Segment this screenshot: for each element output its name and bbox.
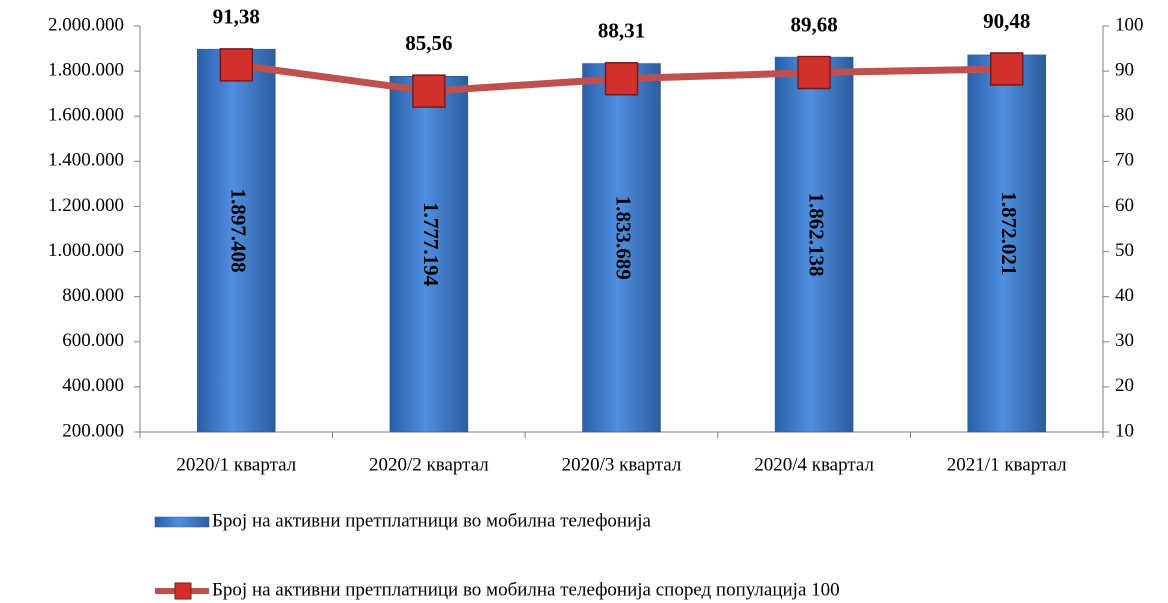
line-marker (604, 61, 639, 96)
y-tick-label: 1.200.000 (48, 195, 124, 216)
bar-value-label: 1.777.194 (419, 202, 443, 287)
line-marker (989, 52, 1024, 86)
bar-value-label: 1.872.021 (997, 191, 1021, 275)
bar (774, 56, 854, 433)
y2-tick-label: 60 (1115, 195, 1134, 216)
line-marker (219, 48, 254, 82)
x-tick-label: 2020/4 квартал (754, 454, 874, 475)
bar (582, 63, 661, 433)
y2-tick-label: 50 (1115, 240, 1134, 261)
y-tick-label: 800.000 (62, 285, 124, 306)
line-marker (412, 74, 446, 108)
line-value-label: 88,31 (598, 19, 645, 43)
legend-label: Број на активни претплатници во мобилна … (212, 579, 840, 600)
y2-tick-label: 70 (1115, 150, 1134, 171)
y-tick-label: 1.600.000 (48, 105, 124, 126)
line-value-label: 91,38 (213, 5, 260, 29)
y2-tick-label: 100 (1115, 14, 1144, 35)
x-tick-label: 2020/1 квартал (176, 454, 296, 475)
y-tick-label: 1.000.000 (48, 240, 124, 261)
y-tick-label: 2.000.000 (48, 14, 124, 35)
y2-tick-label: 80 (1115, 105, 1134, 126)
y-tick-label: 1.800.000 (48, 59, 124, 80)
bar (197, 48, 276, 433)
y-tick-label: 600.000 (62, 330, 124, 351)
legend-label: Број на активни претплатници во мобилна … (212, 510, 652, 531)
line-marker (797, 55, 831, 90)
x-tick-label: 2020/2 квартал (369, 454, 489, 475)
line-value-label: 90,48 (983, 9, 1030, 33)
bar-value-label: 1.897.408 (226, 189, 250, 273)
y-tick-label: 200.000 (62, 420, 124, 441)
y-tick-label: 1.400.000 (48, 150, 124, 171)
bar (389, 76, 469, 433)
legend-marker (174, 582, 192, 600)
x-tick-label: 2021/1 квартал (947, 454, 1067, 475)
y2-tick-label: 20 (1115, 375, 1134, 396)
bar-value-label: 1.833.689 (612, 196, 636, 280)
bar-value-label: 1.862.138 (804, 193, 828, 277)
y2-tick-label: 10 (1115, 420, 1134, 441)
y-tick-label: 400.000 (62, 375, 124, 396)
y2-tick-label: 90 (1115, 59, 1134, 80)
bar (967, 54, 1046, 433)
x-tick-label: 2020/3 квартал (562, 454, 682, 475)
legend-swatch (154, 516, 210, 528)
y2-tick-label: 30 (1115, 330, 1134, 351)
line-value-label: 89,68 (790, 12, 837, 36)
y2-tick-label: 40 (1115, 285, 1134, 306)
line-value-label: 85,56 (405, 31, 452, 55)
